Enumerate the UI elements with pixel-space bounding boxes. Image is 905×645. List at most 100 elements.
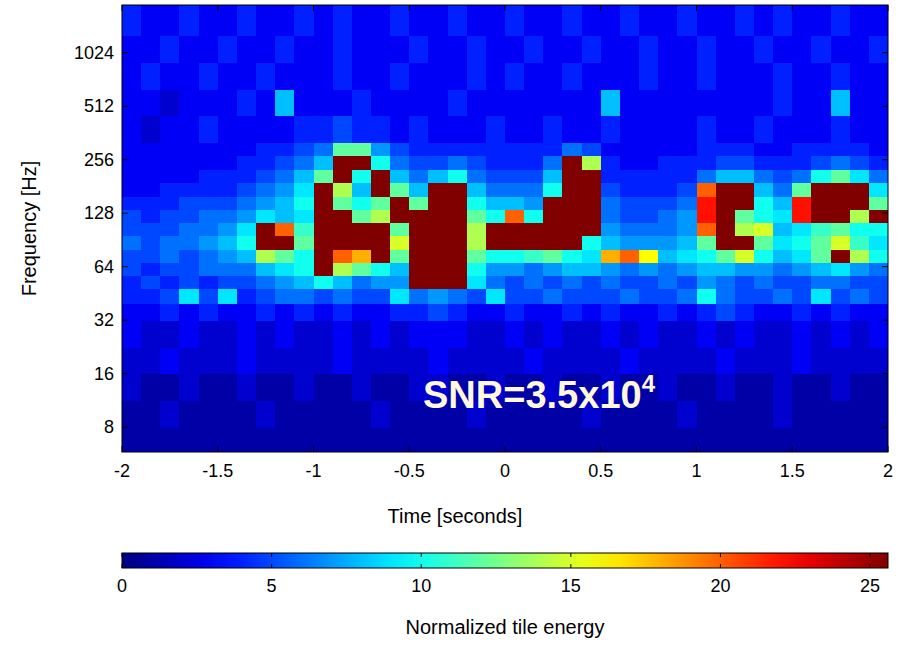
- cell: [333, 427, 353, 452]
- cell: [639, 320, 659, 347]
- cell: [601, 235, 621, 250]
- cell: [658, 35, 678, 62]
- cell: [141, 169, 161, 183]
- y-tick-label: 512: [84, 96, 114, 116]
- cell: [467, 62, 487, 89]
- cell: [850, 320, 870, 347]
- cell: [390, 156, 410, 170]
- cell: [792, 347, 812, 374]
- cell: [467, 347, 487, 374]
- cell: [448, 289, 468, 304]
- cell: [601, 427, 621, 452]
- cell: [869, 427, 888, 452]
- cell: [486, 142, 506, 156]
- cell: [275, 303, 295, 321]
- cell: [562, 320, 582, 347]
- cell: [505, 262, 525, 276]
- cell: [811, 196, 831, 210]
- cell: [160, 276, 180, 290]
- cell: [735, 320, 755, 347]
- cell: [428, 262, 448, 276]
- cell: [352, 289, 372, 304]
- cell: [275, 116, 295, 143]
- cell: [428, 35, 448, 62]
- cell: [869, 303, 888, 321]
- cell: [869, 5, 888, 36]
- cell: [371, 5, 391, 36]
- x-tick: [600, 5, 601, 11]
- cell: [141, 209, 161, 223]
- cell: [218, 142, 238, 156]
- cell: [428, 116, 448, 143]
- cell: [122, 347, 142, 374]
- y-tick: [882, 373, 888, 374]
- x-tick: [696, 5, 697, 11]
- cell: [237, 249, 257, 262]
- cell: [639, 427, 659, 452]
- cell: [179, 5, 199, 36]
- cell: [582, 62, 602, 89]
- cell: [486, 183, 506, 197]
- cell: [371, 116, 391, 143]
- cell: [352, 35, 372, 62]
- cell: [428, 303, 448, 321]
- cell: [333, 5, 353, 36]
- cell: [314, 89, 334, 116]
- cell: [524, 116, 544, 143]
- cell: [141, 289, 161, 304]
- cell: [371, 142, 391, 156]
- cell: [773, 116, 793, 143]
- cell: [601, 320, 621, 347]
- cell: [428, 156, 448, 170]
- cell: [141, 235, 161, 250]
- cell: [333, 347, 353, 374]
- cell: [658, 62, 678, 89]
- cell: [409, 142, 429, 156]
- cell: [735, 5, 755, 36]
- cell: [562, 156, 582, 170]
- cell: [179, 401, 199, 428]
- cell: [716, 289, 736, 304]
- cell: [141, 156, 161, 170]
- cell: [677, 196, 697, 210]
- cell: [199, 427, 219, 452]
- cell: [582, 235, 602, 250]
- cell: [658, 427, 678, 452]
- cell: [160, 116, 180, 143]
- cell: [486, 222, 506, 236]
- cell: [486, 209, 506, 223]
- cell: [754, 289, 774, 304]
- cell: [314, 196, 334, 210]
- cell: [505, 289, 525, 304]
- cell: [333, 374, 353, 401]
- cell: [371, 289, 391, 304]
- cell: [735, 142, 755, 156]
- cell: [716, 62, 736, 89]
- plot-background: [122, 5, 888, 452]
- cell: [390, 142, 410, 156]
- cell: [390, 235, 410, 250]
- cell: [524, 62, 544, 89]
- cell: [850, 209, 870, 223]
- cell: [122, 142, 142, 156]
- cell: [141, 35, 161, 62]
- cell: [275, 235, 295, 250]
- x-tick-label: 1.5: [780, 461, 805, 481]
- cell: [792, 374, 812, 401]
- cell: [390, 196, 410, 210]
- cell: [831, 320, 851, 347]
- cell: [179, 276, 199, 290]
- cell: [677, 116, 697, 143]
- cell: [218, 235, 238, 250]
- cell: [735, 289, 755, 304]
- cell: [831, 303, 851, 321]
- cell: [467, 142, 487, 156]
- y-axis-title: Frequency [Hz]: [18, 161, 40, 297]
- cell: [237, 276, 257, 290]
- cell: [505, 303, 525, 321]
- cell: [314, 289, 334, 304]
- x-tick: [217, 5, 218, 11]
- cell: [160, 156, 180, 170]
- cell: [831, 209, 851, 223]
- cell: [467, 89, 487, 116]
